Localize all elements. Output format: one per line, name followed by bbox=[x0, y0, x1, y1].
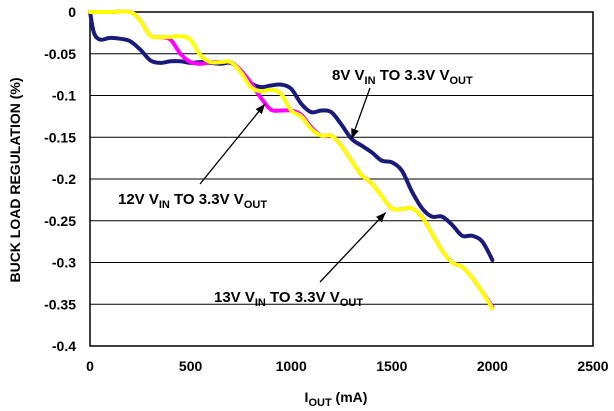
y-tick-label: -0.4 bbox=[52, 338, 76, 354]
annotation-arrows bbox=[199, 87, 387, 283]
x-tick-label: 2000 bbox=[477, 358, 508, 374]
x-tick-label: 2500 bbox=[577, 358, 608, 374]
y-tick-label: -0.35 bbox=[44, 296, 76, 312]
y-tick-labels: 0 -0.05 -0.1 -0.15 -0.2 -0.25 -0.3 -0.35 -0.4 bbox=[44, 4, 76, 354]
y-tick-label: -0.15 bbox=[44, 129, 76, 145]
y-tick-label: 0 bbox=[68, 4, 76, 20]
x-axis-title: IOUT (mA) bbox=[305, 389, 368, 409]
series-layer bbox=[88, 9, 495, 311]
plot-area-frame bbox=[89, 11, 594, 347]
x-tick-labels: 0 500 1000 1500 2000 2500 bbox=[86, 358, 609, 374]
x-tick-label: 1000 bbox=[276, 358, 307, 374]
annotation-13v: 13V VIN TO 3.3V VOUT bbox=[214, 289, 363, 309]
annotation-12v: 12V VIN TO 3.3V VOUT bbox=[118, 191, 267, 211]
y-tick-label: -0.05 bbox=[44, 46, 76, 62]
x-tick-label: 0 bbox=[86, 358, 94, 374]
x-tick-label: 1500 bbox=[376, 358, 407, 374]
series-8v-line bbox=[88, 10, 495, 262]
arrow-8v bbox=[350, 87, 371, 140]
gridlines bbox=[90, 53, 593, 305]
annotation-8v: 8V VIN TO 3.3V VOUT bbox=[332, 67, 473, 87]
x-tick-label: 500 bbox=[179, 358, 203, 374]
arrow-13v bbox=[319, 211, 387, 283]
arrow-12v bbox=[199, 103, 266, 185]
y-tick-label: -0.3 bbox=[52, 255, 76, 271]
y-tick-label: -0.25 bbox=[44, 213, 76, 229]
y-tick-label: -0.1 bbox=[52, 88, 76, 104]
y-axis-title: BUCK LOAD REGULATION (%) bbox=[7, 77, 23, 282]
y-tick-label: -0.2 bbox=[52, 171, 76, 187]
series-13v-line bbox=[88, 9, 495, 311]
